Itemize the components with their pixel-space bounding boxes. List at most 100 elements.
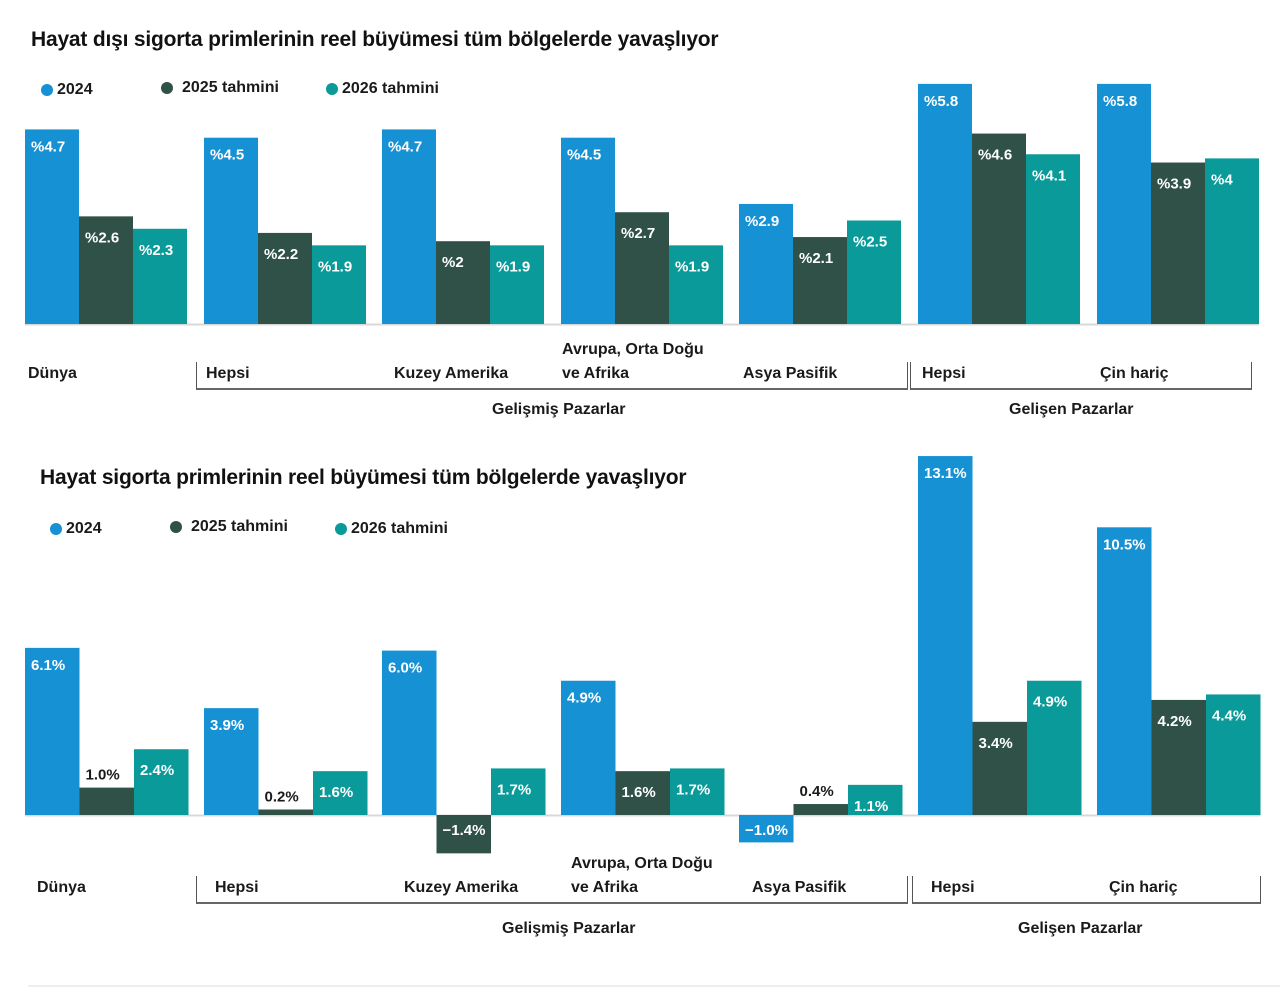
bar-value-label: 0.2% xyxy=(265,789,299,806)
bar-value-label: 4.9% xyxy=(567,690,601,707)
chart-title: Hayat sigorta primlerinin reel büyümesi … xyxy=(40,466,687,489)
bar-value-label: 10.5% xyxy=(1103,536,1146,553)
bar-value-label: 13.1% xyxy=(924,465,967,482)
bar-2025-6 xyxy=(1151,699,1206,815)
bar-2025-1 xyxy=(258,232,312,324)
category-label-line: ve Afrika xyxy=(571,879,638,896)
bar-2024-5 xyxy=(918,456,973,815)
category-label: Çin hariç xyxy=(1100,362,1168,386)
bar-2024-5 xyxy=(918,83,972,324)
category-label-line: Kuzey Amerika xyxy=(404,879,519,896)
bar-2024-0 xyxy=(25,129,79,324)
legend-item-2026: 2026 tahmini xyxy=(326,80,439,98)
bar-2026-0 xyxy=(134,749,189,815)
category-label-line: Hepsi xyxy=(215,879,259,896)
legend-item-2025: 2025 tahmini xyxy=(170,518,288,536)
bar-value-label: %1.9 xyxy=(318,258,352,275)
legend-label: 2024 xyxy=(57,81,93,98)
legend-item-2025: 2025 tahmini xyxy=(161,79,279,97)
category-label: Çin hariç xyxy=(1109,876,1177,900)
group-label-emerging: Gelişen Pazarlar xyxy=(1009,401,1134,418)
bar-value-label: %2.3 xyxy=(139,242,173,259)
category-label: Asya Pasifik xyxy=(752,876,846,900)
bar-2024-6 xyxy=(1097,527,1152,815)
footer-divider xyxy=(28,985,1280,987)
bar-2025-1 xyxy=(258,809,313,815)
group-bracket-emerging xyxy=(910,362,1252,390)
bar-value-label: 1.7% xyxy=(676,781,710,798)
bar-value-label: %4.5 xyxy=(567,147,601,164)
category-label-line: Dünya xyxy=(28,365,77,382)
category-label-line: Hepsi xyxy=(922,365,966,382)
legend-item-2024: 2024 xyxy=(41,81,93,99)
bar-value-label: %1.9 xyxy=(675,258,709,275)
bar-value-label: %4 xyxy=(1211,171,1233,188)
bar-value-label: %4.6 xyxy=(978,147,1012,164)
legend-dot-icon xyxy=(170,521,182,533)
category-label-line: Avrupa, Orta Doğu xyxy=(571,855,713,872)
bar-value-label: 3.4% xyxy=(979,735,1013,752)
bar-2026-6 xyxy=(1205,158,1259,324)
bar-2025-3 xyxy=(615,771,670,815)
group-bracket-developed xyxy=(196,876,908,904)
category-label: Dünya xyxy=(28,362,77,386)
bar-value-label: %4.7 xyxy=(388,138,422,155)
bar-2026-5 xyxy=(1026,154,1080,324)
bar-value-label: %3.9 xyxy=(1157,176,1191,193)
category-label-line: Hepsi xyxy=(206,365,250,382)
chart-title: Hayat dışı sigorta primlerinin reel büyü… xyxy=(31,28,719,51)
bar-2025-5 xyxy=(972,133,1026,324)
bar-value-label: 1.6% xyxy=(319,784,353,801)
bar-value-label: 3.9% xyxy=(210,717,244,734)
legend-label: 2025 tahmini xyxy=(191,518,288,535)
bar-value-label: %4.5 xyxy=(210,147,244,164)
category-label: Hepsi xyxy=(215,876,259,900)
category-label-line: Çin hariç xyxy=(1100,365,1169,382)
category-label-line: Avrupa, Orta Doğu xyxy=(562,341,704,358)
bar-2025-0 xyxy=(79,787,134,815)
bar-value-label: %2 xyxy=(442,254,464,271)
bar-value-label: %5.8 xyxy=(1103,93,1137,110)
bar-2025-3 xyxy=(615,212,669,324)
bar-2026-2 xyxy=(490,245,544,324)
bar-2025-5 xyxy=(972,721,1027,815)
bar-2025-4 xyxy=(793,237,847,324)
legend-dot-icon xyxy=(335,523,347,535)
category-label-line: Hepsi xyxy=(931,879,975,896)
bar-value-label: %2.2 xyxy=(264,246,298,263)
category-label-line: ve Afrika xyxy=(562,365,629,382)
group-bracket-emerging xyxy=(912,876,1261,904)
bar-value-label: %4.7 xyxy=(31,138,65,155)
bar-value-label: −1.4% xyxy=(443,822,486,839)
bar-2026-4 xyxy=(848,784,903,815)
bar-2024-1 xyxy=(204,708,259,815)
bar-value-label: 4.4% xyxy=(1212,707,1246,724)
bar-value-label: %4.1 xyxy=(1032,167,1066,184)
bar-2024-4 xyxy=(739,203,793,324)
bar-value-label: 1.7% xyxy=(497,781,531,798)
bar-value-label: %2.6 xyxy=(85,229,119,246)
bar-value-label: −1.0% xyxy=(745,822,788,839)
legend-dot-icon xyxy=(326,83,338,95)
bar-value-label: 4.9% xyxy=(1033,694,1067,711)
group-label-developed: Gelişmiş Pazarlar xyxy=(502,920,636,937)
legend-dot-icon xyxy=(50,523,62,535)
bar-value-label: %2.7 xyxy=(621,225,655,242)
category-label: Avrupa, Orta Doğu ve Afrika xyxy=(562,338,704,386)
bar-value-label: %1.9 xyxy=(496,258,530,275)
legend-label: 2025 tahmini xyxy=(182,79,279,96)
bar-value-label: %5.8 xyxy=(924,93,958,110)
bar-plot: %4.7 %4.5 %4.7 %4.5 %2.9 %5.8 %5.8 %2.6 %2.2 %2 %2… xyxy=(25,83,1259,326)
bar-value-label: 6.1% xyxy=(31,657,65,674)
category-label-line: Kuzey Amerika xyxy=(394,365,509,382)
bar-value-label: 4.2% xyxy=(1158,713,1192,730)
bar-2026-0 xyxy=(133,228,187,324)
group-label-emerging: Gelişen Pazarlar xyxy=(1018,920,1143,937)
bar-value-label: 2.4% xyxy=(140,762,174,779)
bar-value-label: 6.0% xyxy=(388,660,422,677)
group-bracket-developed xyxy=(196,362,908,390)
bar-2026-6 xyxy=(1206,694,1261,815)
legend-dot-icon xyxy=(161,82,173,94)
bar-2024-4 xyxy=(739,815,794,843)
